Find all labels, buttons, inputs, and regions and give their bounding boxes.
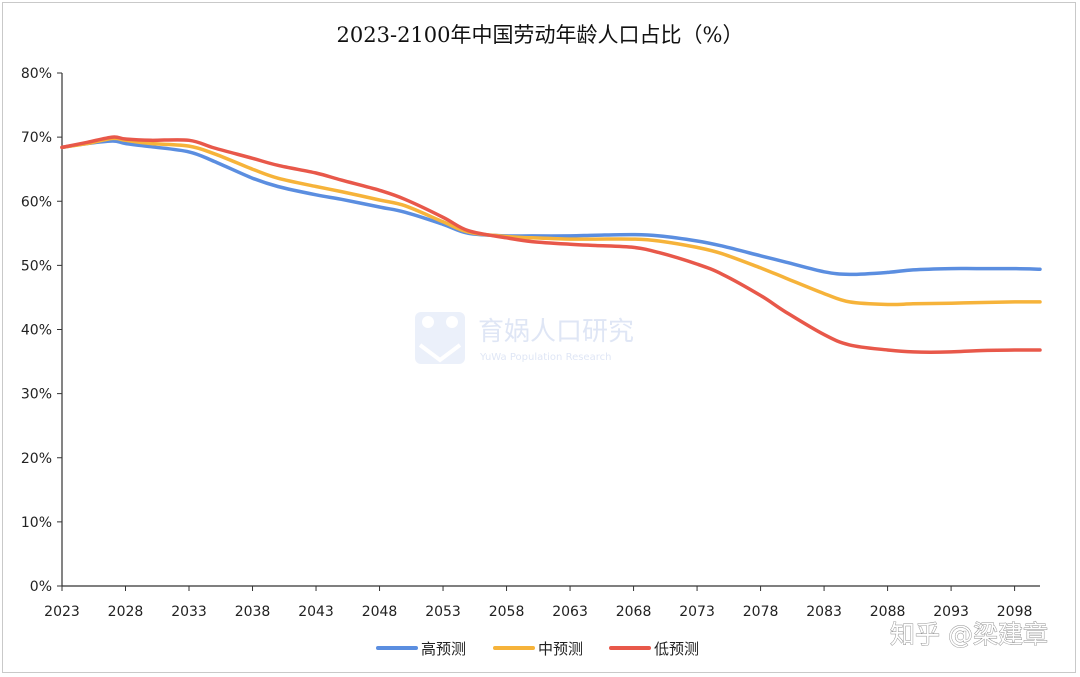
y-tick-label: 30% — [21, 387, 52, 403]
x-tick-label: 2023 — [44, 604, 80, 620]
x-tick-label: 2098 — [997, 604, 1033, 620]
x-tick-label: 2028 — [108, 604, 144, 620]
y-tick-label: 50% — [21, 258, 52, 274]
x-tick-label: 2073 — [679, 604, 715, 620]
x-tick-label: 2088 — [870, 604, 906, 620]
legend-item-high: 高预测 — [376, 640, 466, 658]
x-tick-label: 2058 — [489, 604, 525, 620]
y-tick-label: 20% — [21, 451, 52, 467]
center-watermark: 育娲人口研究 YuWa Population Research — [415, 312, 634, 364]
series-lines — [60, 135, 1042, 354]
legend: 高预测 中预测 低预测 — [376, 640, 699, 658]
y-tick-label: 80% — [21, 66, 52, 82]
watermark-text: 育娲人口研究 — [478, 317, 634, 347]
x-axis-ticks: 2023 2028 2033 2038 2043 2048 2053 2058 2063 2068… — [44, 586, 1032, 620]
legend-label-high: 高预测 — [421, 640, 466, 658]
x-tick-label: 2053 — [425, 604, 461, 620]
x-tick-label: 2038 — [235, 604, 271, 620]
y-tick-label: 70% — [21, 130, 52, 146]
corner-watermark: 知乎 @梁建章 — [890, 620, 1048, 649]
x-tick-label: 2083 — [806, 604, 842, 620]
legend-item-mid: 中预测 — [493, 640, 583, 658]
x-tick-label: 2093 — [933, 604, 969, 620]
y-tick-label: 0% — [30, 579, 52, 595]
chart-title: 2023-2100年中国劳动年龄人口占比（%） — [337, 23, 744, 47]
x-tick-label: 2063 — [552, 604, 588, 620]
y-tick-label: 60% — [21, 194, 52, 210]
legend-label-mid: 中预测 — [538, 640, 583, 658]
legend-item-low: 低预测 — [609, 640, 699, 658]
y-tick-label: 10% — [21, 515, 52, 531]
y-tick-label: 40% — [21, 323, 52, 339]
x-tick-label: 2048 — [362, 604, 398, 620]
x-tick-label: 2068 — [616, 604, 652, 620]
x-tick-label: 2078 — [743, 604, 779, 620]
y-axis-ticks: 0% 10% 20% 30% 40% 50% 60% 70% 80% — [21, 66, 62, 595]
series-line-high — [60, 139, 1042, 277]
series-line-low — [60, 135, 1042, 354]
legend-label-low: 低预测 — [654, 640, 699, 658]
watermark-subtext: YuWa Population Research — [479, 352, 611, 363]
x-tick-label: 2033 — [171, 604, 207, 620]
x-tick-label: 2043 — [298, 604, 334, 620]
series-line-mid — [60, 136, 1042, 307]
